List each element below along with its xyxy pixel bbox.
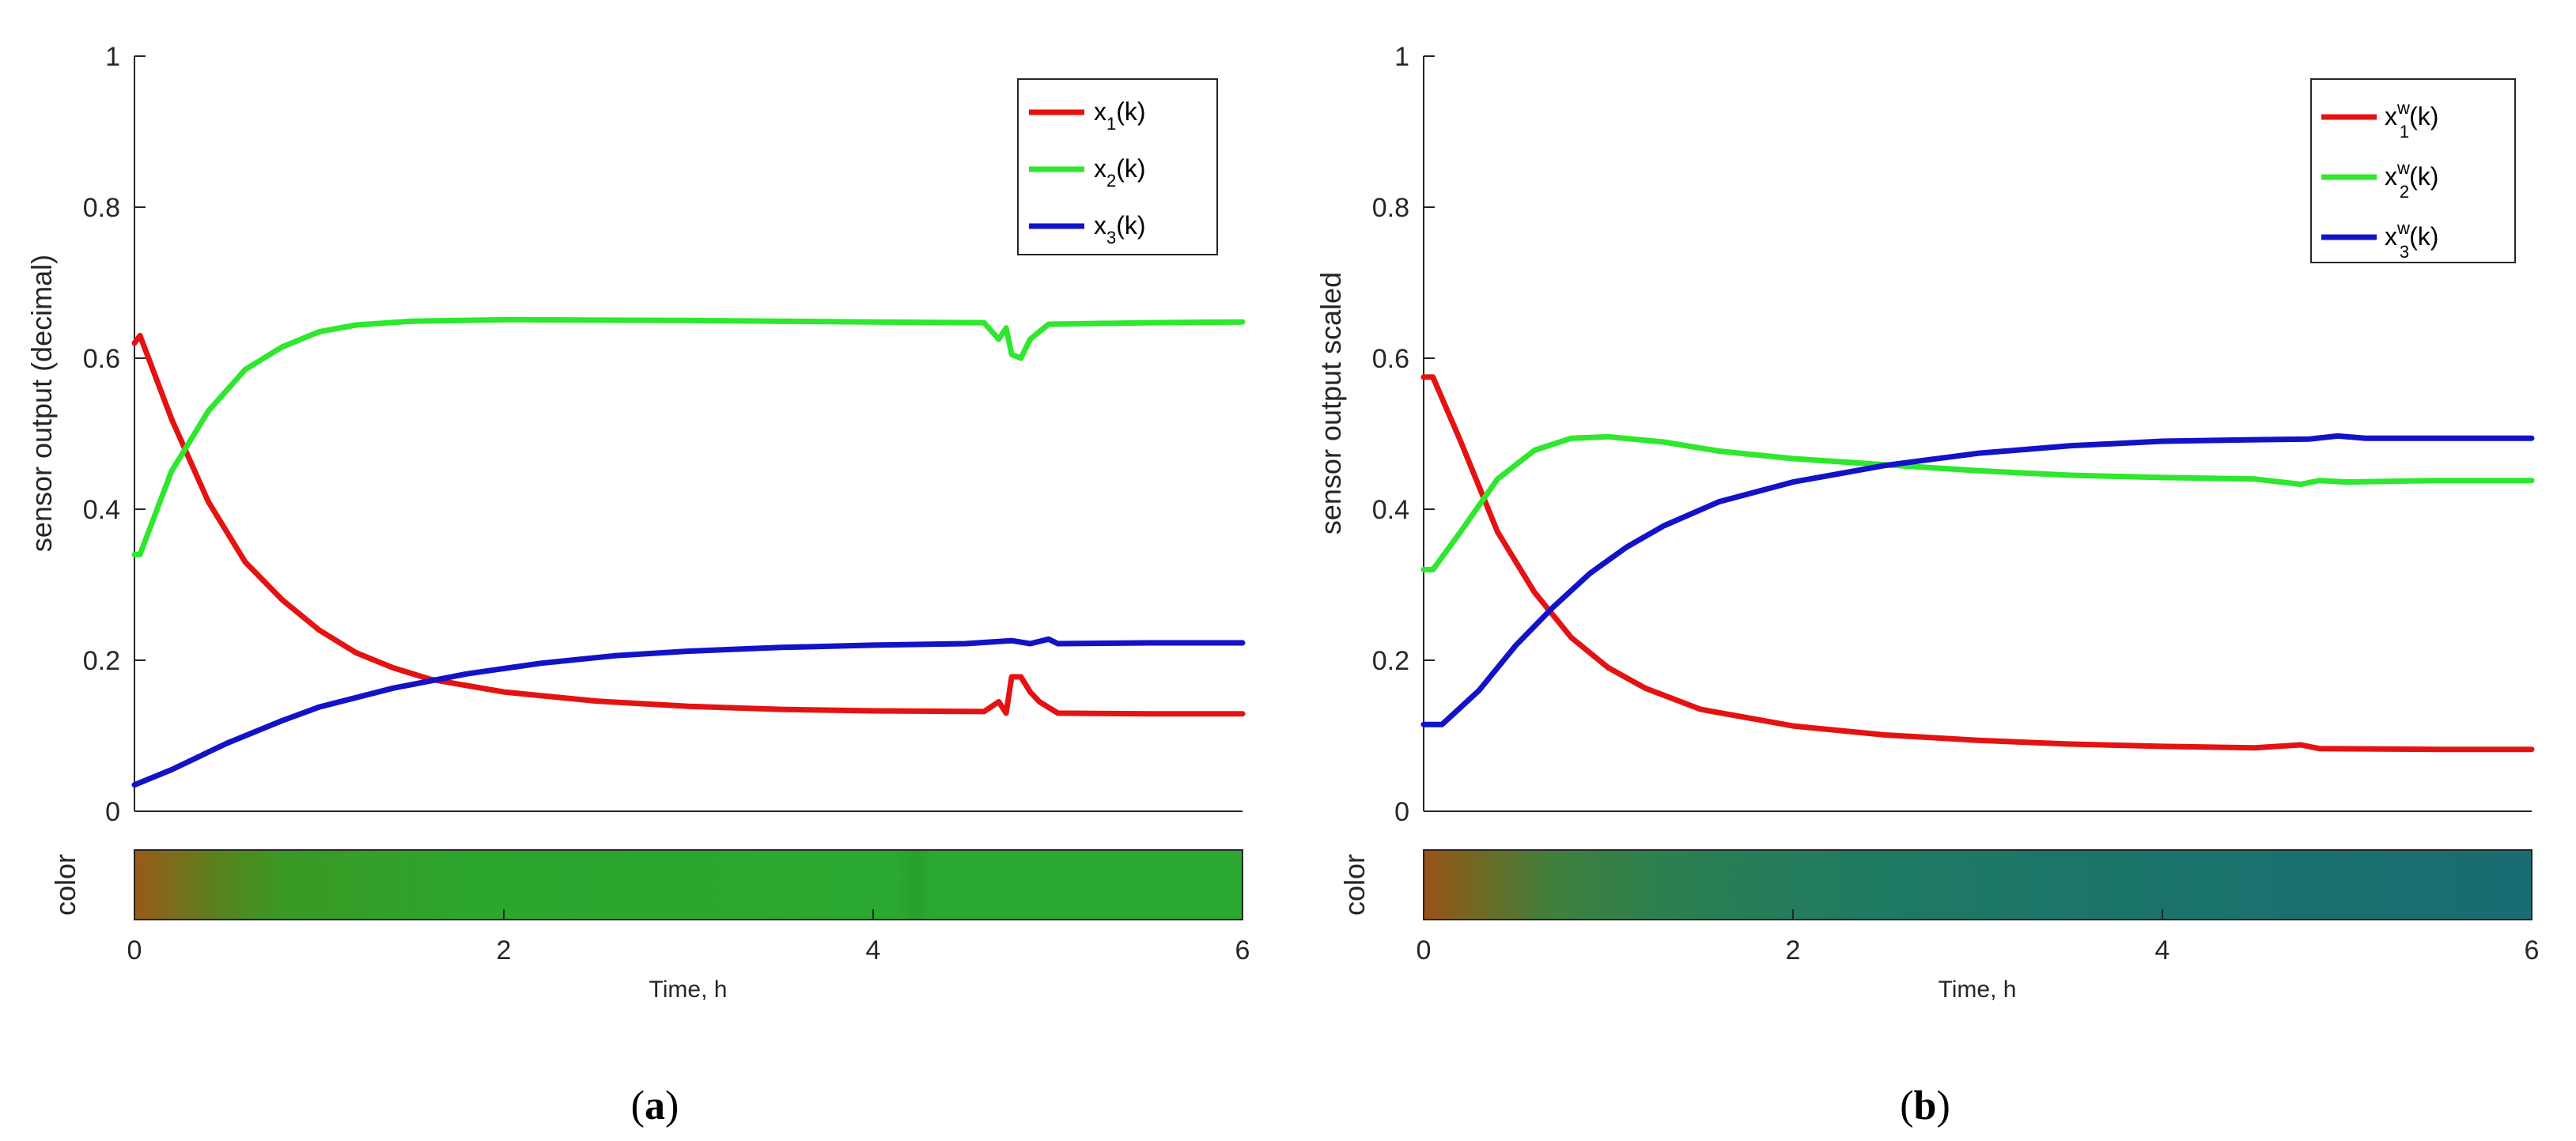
- x-tick-label: 6: [1235, 935, 1250, 965]
- series-line-x1(k): [131, 332, 1246, 717]
- x-axis-label: Time, h: [649, 977, 728, 1003]
- legend: x1(k) x2(k) x3(k): [1017, 78, 1218, 255]
- panel-b: sensor output scaled 0 0.2 0.4 0.6 0.8 1 xw 1(…: [1314, 42, 2539, 1128]
- x-tick-labels: 0 2 4 6: [1417, 909, 2540, 965]
- legend-box: [2310, 78, 2516, 263]
- y-axis-label: sensor output scaled: [1314, 272, 1347, 535]
- series-line-x3w(k): [1420, 433, 2535, 727]
- colorbar: [134, 849, 1243, 920]
- legend-label: x3(k): [1094, 211, 1146, 247]
- panel-a: sensor output (decimal) 0 0.2 0.4 0.6 0.8 1 x…: [25, 42, 1250, 1128]
- y-tick-labels: 0 0.2 0.4 0.6 0.8 1: [83, 42, 146, 827]
- series-lines: [1420, 374, 2535, 753]
- y-tick-labels: 0 0.2 0.4 0.6 0.8 1: [1372, 42, 1435, 827]
- y-tick-label: 0.8: [83, 193, 120, 223]
- plot-area: [1420, 56, 2535, 812]
- caption-b-letter: b: [1914, 1083, 1937, 1128]
- y-tick-label: 1: [105, 42, 120, 72]
- series-lines: [131, 316, 1246, 788]
- x-tick-label: 2: [1786, 935, 1801, 965]
- x-tick-labels: 0 2 4 6: [127, 909, 1250, 965]
- colorbar-label: color: [1338, 854, 1371, 916]
- legend-label: xw 1(k): [2385, 98, 2438, 142]
- caption-a: (a): [631, 1083, 679, 1128]
- colorbar-label: color: [49, 854, 81, 916]
- caption-b: (b): [1900, 1083, 1950, 1128]
- x-tick-label: 2: [497, 935, 512, 965]
- x-tick-label: 0: [127, 935, 142, 965]
- series-line-x2(k): [131, 316, 1246, 557]
- x-axis-label: Time, h: [1939, 977, 2017, 1003]
- y-tick-label: 0.2: [1372, 646, 1409, 676]
- legend-label: xw 2(k): [2385, 158, 2438, 202]
- y-tick-label: 0.4: [1372, 495, 1409, 525]
- y-tick-label: 0: [1394, 797, 1409, 827]
- y-tick-label: 1: [1394, 42, 1409, 72]
- series-line-x1w(k): [1420, 374, 2535, 753]
- plot-area: [131, 56, 1246, 812]
- y-tick-label: 0: [105, 797, 120, 827]
- y-axis-label: sensor output (decimal): [25, 255, 58, 552]
- y-tick-label: 0.6: [83, 344, 120, 374]
- legend-label: xw 3(k): [2385, 218, 2438, 262]
- series-line-x2w(k): [1420, 433, 2535, 572]
- caption-a-letter: a: [645, 1083, 665, 1128]
- series-line-x3(k): [131, 636, 1246, 788]
- x-tick-label: 4: [2155, 935, 2170, 965]
- x-tick-label: 4: [866, 935, 881, 965]
- y-tick-label: 0.6: [1372, 344, 1409, 374]
- x-tick-label: 0: [1417, 935, 1432, 965]
- legend: xw 1(k) xw 2(k) xw 3(k): [2310, 78, 2516, 263]
- y-tick-label: 0.2: [83, 646, 120, 676]
- legend-label: x2(k): [1094, 154, 1146, 191]
- colorbar: [1423, 849, 2532, 920]
- y-tick-label: 0.8: [1372, 193, 1409, 223]
- legend-label: x1(k): [1094, 97, 1146, 134]
- y-tick-label: 0.4: [83, 495, 120, 525]
- x-tick-label: 6: [2525, 935, 2540, 965]
